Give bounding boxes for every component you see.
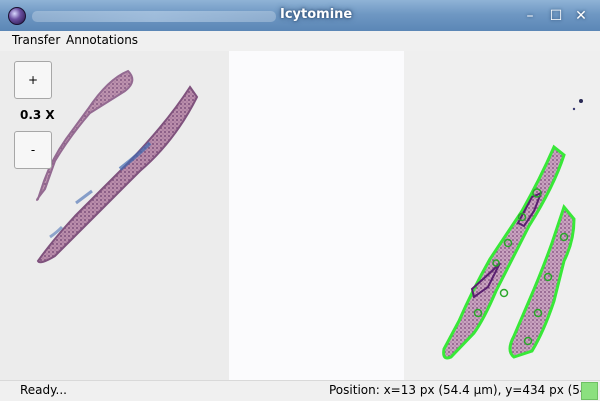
status-text: Ready... [20,383,67,397]
menu-transfer[interactable]: Transfer [12,33,61,47]
zoom-in-button[interactable]: + [14,61,52,99]
blank-panel [229,51,404,380]
status-indicator [581,382,598,400]
image-viewer[interactable]: + 0.3 X - [0,51,600,380]
annotated-image-panel[interactable] [404,51,600,380]
menu-annotations[interactable]: Annotations [66,33,139,47]
blurred-window-title [32,11,276,22]
slide-thumbnail-panel[interactable] [0,51,229,380]
cursor-position-readout: Position: x=13 px (54.4 µm), y=434 px (5… [329,383,600,397]
zoom-level-label: 0.3 X [20,108,55,122]
annotated-slide-image [442,99,583,360]
maximize-icon[interactable]: ☐ [549,8,563,24]
menu-bar: Transfer Annotations [0,31,600,51]
title-bar: Icytomine – ☐ ✕ [0,0,600,32]
close-icon[interactable]: ✕ [575,8,587,24]
app-icon[interactable] [8,7,26,25]
slide-thumbnail-image [35,69,199,264]
minimize-icon[interactable]: – [526,8,534,24]
zoom-out-button[interactable]: - [14,131,52,169]
window-title: Icytomine [280,7,353,22]
status-bar: Ready... Position: x=13 px (54.4 µm), y=… [0,380,600,401]
